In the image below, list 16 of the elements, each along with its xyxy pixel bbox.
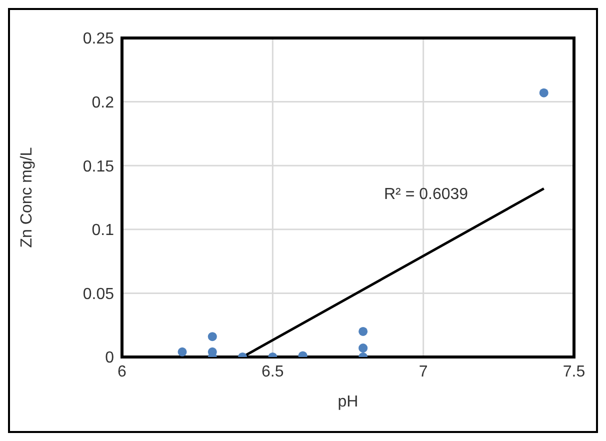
x-tick-label: 7.5 [562, 363, 586, 380]
y-tick-label: 0.2 [92, 94, 114, 112]
y-tick-label: 0.25 [82, 30, 114, 48]
y-tick-label: 0.1 [92, 222, 114, 240]
point [539, 88, 548, 98]
x-tick-label: 6.5 [262, 363, 284, 380]
point [178, 347, 187, 356]
y-tick-label: 0.15 [82, 158, 114, 176]
y-axis-title: Zn Conc mg/L [18, 147, 36, 248]
annotation: R² = 0.6039 [384, 186, 468, 204]
y-tick-label: 0 [105, 350, 114, 367]
point [358, 326, 368, 336]
x-tick-label: 6 [118, 363, 127, 380]
x-axis-title: pH [338, 393, 358, 410]
x-tick-label: 7 [418, 363, 428, 380]
y-tick-label: 0.05 [82, 286, 114, 303]
